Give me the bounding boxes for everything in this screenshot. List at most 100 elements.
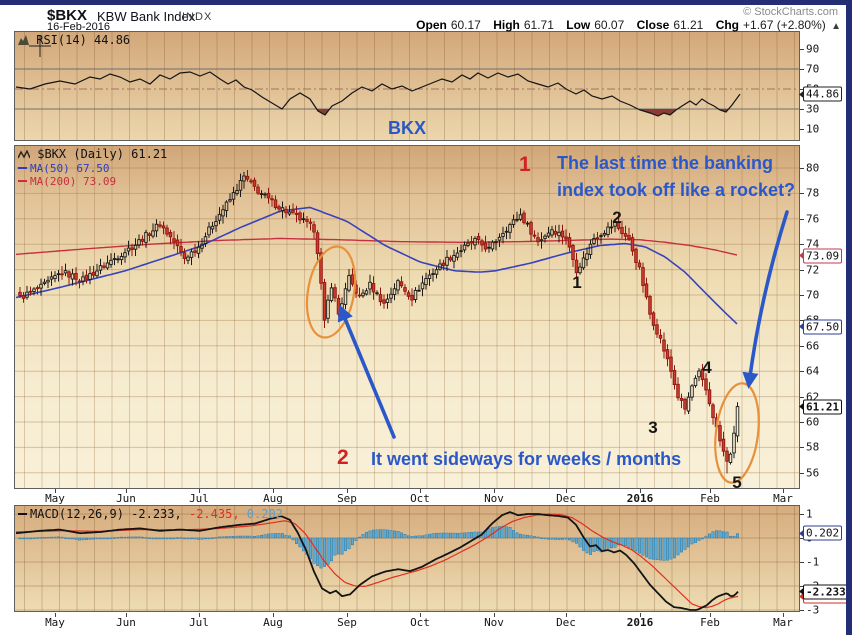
open-value: 60.17	[450, 18, 481, 32]
ma50-legend: MA(50) 67.50	[18, 162, 109, 175]
rocket-annotation-line2: index took off like a rocket?	[557, 180, 796, 200]
month-label-Jun: Jun	[116, 492, 136, 505]
index-name: KBW Bank Index	[97, 9, 196, 24]
rsi-legend: RSI(14) 44.86	[18, 33, 130, 47]
value-bubble-73.09: 73.09	[798, 248, 843, 264]
value-bubble-0.202: 0.202	[798, 525, 843, 541]
top-border	[0, 0, 852, 5]
wave-label-2: 2	[612, 208, 622, 227]
scale-tick	[800, 472, 804, 474]
month-label-Aug: Aug	[263, 492, 283, 505]
month-tick	[494, 489, 495, 493]
chg-label: Chg	[715, 18, 740, 32]
scale-tick	[800, 562, 804, 563]
price-legend-symbol: $BKX (Daily) 61.21	[17, 147, 167, 161]
scale-tick-label: -3	[806, 603, 820, 617]
month-tick	[347, 489, 348, 493]
month-label-Jun: Jun	[116, 616, 136, 629]
chg-value: +1.67 (+2.80%)	[743, 18, 826, 32]
month-label-Feb: Feb	[700, 616, 720, 629]
copyright: © StockCharts.com	[743, 6, 838, 18]
month-label-2016: 2016	[626, 616, 654, 629]
macd-panel[interactable]	[14, 505, 800, 612]
scale-tick	[800, 129, 804, 130]
month-label-Oct: Oct	[410, 616, 430, 629]
value-bubble-67.50: 67.50	[798, 319, 843, 335]
scale-tick	[800, 193, 804, 195]
exchange-label: INDX	[182, 11, 213, 23]
scale-tick-label: 80	[806, 161, 820, 175]
red-point-2: 2	[337, 446, 349, 469]
month-tick	[566, 489, 567, 493]
ohlc-quote: Open 60.17 High 61.71 Low 60.07 Close 61.21 …	[407, 18, 841, 32]
month-label-May: May	[45, 616, 65, 629]
month-tick	[55, 613, 56, 617]
scale-tick-label: 64	[806, 364, 820, 378]
ma200-legend-text: MA(200) 73.09	[30, 175, 117, 188]
scale-tick	[800, 49, 804, 50]
macd-hist-value: 0.202	[246, 507, 283, 521]
month-tick	[566, 613, 567, 617]
month-tick	[347, 613, 348, 617]
month-tick	[640, 613, 641, 617]
scale-tick	[800, 396, 804, 398]
scale-tick-label: 74	[806, 237, 820, 251]
rocket-annotation-line1: The last time the banking	[557, 153, 774, 173]
close-value: 61.21	[673, 18, 704, 32]
ma50-line-icon	[18, 167, 27, 169]
low-value: 60.07	[594, 18, 625, 32]
scale-tick	[800, 422, 804, 423]
scale-tick	[800, 447, 804, 449]
value-bubble-61.21: 61.21	[798, 399, 843, 415]
month-tick	[199, 613, 200, 617]
chart-date: 16-Feb-2016	[47, 21, 110, 33]
macd-line-icon	[18, 513, 27, 515]
scale-tick	[800, 586, 804, 587]
month-tick	[783, 489, 784, 493]
scale-tick	[800, 538, 804, 539]
scale-tick	[800, 269, 804, 271]
wave-label-4: 4	[702, 358, 712, 377]
macd-value: -2.233,	[131, 507, 182, 521]
month-label-Nov: Nov	[484, 616, 504, 629]
value-bubble-44.86: 44.86	[798, 86, 843, 102]
month-tick	[273, 613, 274, 617]
wave-label-3: 3	[648, 418, 658, 437]
scale-tick-label: 78	[806, 186, 820, 200]
scale-tick	[800, 514, 804, 515]
up-arrow-icon: ▲	[831, 21, 841, 32]
scale-tick	[800, 295, 804, 296]
scale-tick-label: 70	[806, 62, 820, 76]
month-tick	[420, 613, 421, 617]
month-label-Sep: Sep	[337, 492, 357, 505]
open-label: Open	[416, 18, 447, 32]
scale-tick-label: 10	[806, 122, 820, 136]
scale-tick-label: 90	[806, 42, 820, 56]
month-tick	[420, 489, 421, 493]
scale-tick-label: 60	[806, 415, 820, 429]
month-label-Dec: Dec	[556, 492, 576, 505]
scale-tick	[800, 69, 804, 70]
scale-tick	[800, 109, 804, 110]
scale-tick	[800, 168, 804, 169]
scale-tick-label: 66	[806, 339, 820, 353]
x-axis-main: May Jun Jul Aug Sep Oct Nov Dec 2016 Feb Mar	[14, 489, 800, 506]
month-label-Dec: Dec	[556, 616, 576, 629]
scale-tick-label: 72	[806, 263, 820, 277]
scale-tick-label: 70	[806, 288, 820, 302]
scale-tick	[800, 320, 804, 322]
ma50-legend-text: MA(50) 67.50	[30, 162, 110, 175]
scale-tick	[800, 610, 804, 611]
scale-tick	[800, 345, 804, 347]
low-label: Low	[566, 18, 591, 32]
scale-tick	[800, 371, 804, 373]
month-label-Mar: Mar	[773, 616, 793, 629]
month-tick	[710, 613, 711, 617]
month-label-Aug: Aug	[263, 616, 283, 629]
ma200-line-icon	[18, 180, 27, 182]
scale-tick-label: 1	[806, 507, 813, 521]
scale-tick-label: 56	[806, 466, 820, 480]
scale-tick-label: 76	[806, 212, 820, 226]
rsi-legend-text: RSI(14) 44.86	[36, 33, 131, 47]
